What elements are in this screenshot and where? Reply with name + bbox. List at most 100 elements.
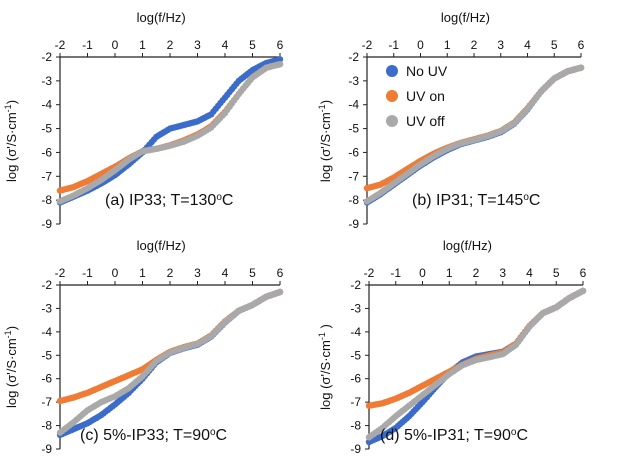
x-tick-label: 4 [222,38,229,52]
y-tick-label: -8 [41,419,52,433]
y-tick-label: -2 [348,50,359,64]
x-tick-label: -1 [82,266,93,280]
x-axis-title: log(f/Hz) [441,10,490,25]
y-tick-label: -3 [348,74,359,88]
y-tick-label: -7 [348,169,359,183]
x-tick-label: -2 [55,266,66,280]
y-tick-label: -9 [41,442,52,456]
data-point [276,288,284,296]
x-tick-label: 3 [497,38,504,52]
x-tick-label: 5 [553,266,560,280]
x-tick-label: 4 [526,266,533,280]
x-tick-label: 0 [112,266,119,280]
x-tick-label: -1 [390,266,401,280]
x-tick-label: 1 [444,38,451,52]
panel-label: (c) 5%-IP33; T=90oC [80,427,227,445]
legend: No UV UV on UV off [386,63,448,129]
legend-label: No UV [406,63,448,79]
y-tick-label: -2 [350,278,361,292]
x-tick-label: -2 [364,266,375,280]
y-tick-label: -3 [41,301,52,315]
series-no-uv [56,288,284,439]
x-tick-label: 6 [578,38,585,52]
y-tick-label: -5 [350,348,361,362]
y-tick-label: -5 [41,122,52,136]
x-tick-label: 2 [471,38,478,52]
y-tick-label: -6 [348,145,359,159]
x-tick-label: 2 [167,266,174,280]
x-tick-label: 1 [139,38,146,52]
chart-panel-2: -2 -1 0 1 2 3 4 5 6 log(f/Hz) -2 -3 -4 -5 -6 -7 -8 -9 log … [317,10,585,231]
chart-panel-1: -2 -1 0 1 2 3 4 5 6 log(f/Hz) -2 -3 -4 -5 -6 -7 -8 -9 log … [3,10,284,231]
x-tick-label: 2 [167,38,174,52]
x-tick-label: -2 [362,38,373,52]
y-tick-label: -3 [41,74,52,88]
y-tick-label: -6 [41,145,52,159]
x-tick-label: 0 [112,38,119,52]
y-tick-label: -9 [350,442,361,456]
y-tick-label: -8 [41,193,52,207]
x-tick-label: -1 [388,38,399,52]
panel-label: (d) 5%-IP31; T=90oC [380,427,528,445]
y-tick-label: -8 [350,419,361,433]
y-tick-label: -7 [41,169,52,183]
y-tick-label: -3 [350,301,361,315]
legend-marker [386,90,398,102]
y-tick-label: -4 [350,325,361,339]
x-tick-label: 4 [222,266,229,280]
y-tick-label: -6 [41,372,52,386]
series-uv-off [365,287,587,441]
y-tick-label: -7 [41,395,52,409]
y-axis-title: log (σ'/S·cm-1 ) [317,324,333,410]
data-point [276,60,284,68]
y-tick-label: -4 [41,325,52,339]
x-axis-title: log(f/Hz) [137,10,186,25]
legend-marker [386,65,398,77]
y-tick-label: -5 [41,348,52,362]
x-tick-label: 0 [417,38,424,52]
panel-label: (b) IP31; T=145oC [412,192,540,210]
x-tick-label: 3 [194,266,201,280]
chart-panel-4: -2 -1 0 1 2 3 4 5 6 log(f/Hz) -2 -3 -4 -5 -6 -7 -8 -9 log … [317,238,587,456]
y-tick-label: -8 [348,193,359,207]
legend-marker [386,115,398,127]
x-tick-label: 4 [524,38,531,52]
x-tick-label: 5 [551,38,558,52]
y-tick-label: -6 [350,372,361,386]
y-axis-title: log (σ'/S·cm-1) [317,100,333,182]
x-tick-label: 5 [249,266,256,280]
series-uv-off [56,60,284,205]
legend-label: UV on [406,88,445,104]
x-tick-label: 2 [473,266,480,280]
x-tick-label: 3 [499,266,506,280]
chart-panel-3: -2 -1 0 1 2 3 4 5 6 log(f/Hz) -2 -3 -4 -5 -6 -7 -8 -9 log … [3,238,284,456]
x-tick-label: 0 [419,266,426,280]
y-tick-label: -2 [41,278,52,292]
y-tick-label: -4 [41,98,52,112]
y-tick-label: -9 [41,217,52,231]
y-axis-title: log (σ'/S·cm-1) [3,100,19,182]
y-tick-label: -4 [348,98,359,112]
y-tick-label: -7 [350,395,361,409]
x-tick-label: 6 [277,38,284,52]
x-axis-title: log(f/Hz) [137,238,186,253]
x-tick-label: -1 [82,38,93,52]
x-tick-label: 1 [446,266,453,280]
panel-label: (a) IP33; T=130oC [105,192,233,210]
y-tick-label: -5 [348,122,359,136]
data-point [577,64,585,71]
x-tick-label: 3 [194,38,201,52]
x-tick-label: 5 [249,38,256,52]
x-axis-title: log(f/Hz) [443,238,492,253]
x-tick-label: 6 [277,266,284,280]
data-point [276,56,284,63]
x-tick-label: -2 [55,38,66,52]
series-uv-off [56,288,284,436]
series-uv-off [363,64,585,205]
data-point [579,287,587,295]
x-tick-label: 6 [580,266,587,280]
y-tick-label: -2 [41,50,52,64]
y-tick-label: -9 [348,217,359,231]
y-axis-title: log (σ'/S·cm-1) [3,326,19,408]
